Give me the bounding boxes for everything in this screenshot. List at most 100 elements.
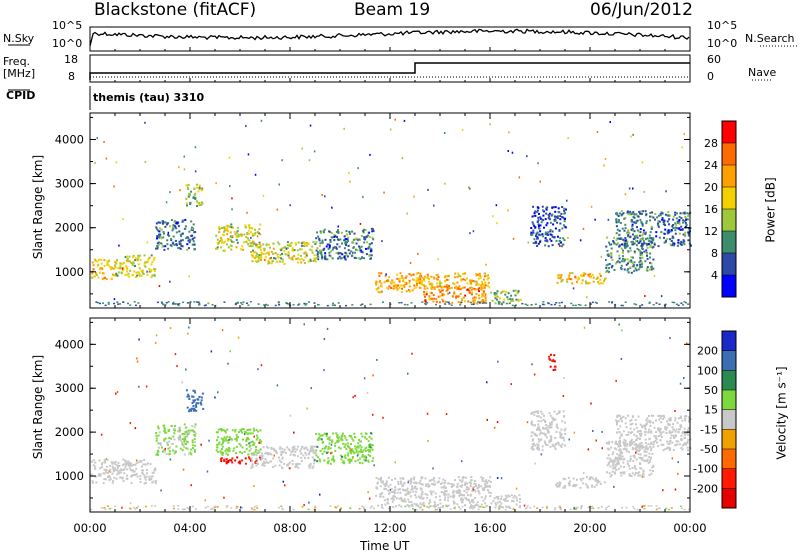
power-cell (546, 240, 549, 243)
velocity-cell (226, 435, 229, 438)
power-cell (635, 269, 638, 272)
velocity-cell (631, 416, 634, 418)
velocity-cell (342, 442, 345, 445)
velocity-cell (360, 448, 362, 451)
power-cell (474, 288, 477, 291)
velocity-cell (477, 484, 480, 486)
power-cell (666, 220, 669, 223)
power-cell (677, 239, 680, 242)
velocity-cell (642, 470, 645, 473)
power-cell (96, 260, 99, 263)
power-cell (580, 274, 583, 277)
power-cell (144, 161, 147, 163)
power-cell (406, 212, 408, 215)
velocity-cell (135, 507, 138, 509)
velocity-cell (544, 442, 547, 445)
velocity-cell (618, 414, 621, 417)
velocity-cell (154, 341, 157, 344)
velocity-cell (535, 434, 538, 437)
velocity-cell (534, 444, 537, 447)
velocity-cell (476, 501, 479, 504)
velocity-cell (653, 426, 656, 429)
power-cell (217, 241, 220, 244)
velocity-cell (412, 508, 415, 510)
power-cell (294, 242, 297, 245)
power-cell (262, 243, 265, 246)
power-cell (106, 260, 109, 263)
velocity-cell (394, 477, 397, 480)
velocity-cell (227, 459, 230, 462)
velocity-cell (652, 445, 655, 448)
velocity-cell (645, 444, 648, 447)
y-tick-label: 1000 (55, 265, 84, 279)
power-cell (688, 212, 690, 215)
velocity-cell (519, 498, 521, 500)
velocity-cell (680, 439, 683, 442)
velocity-cell (629, 443, 632, 445)
power-cell (650, 240, 653, 243)
power-cell (483, 287, 486, 290)
velocity-cell (461, 460, 463, 463)
power-cell (539, 224, 542, 227)
velocity-cell (624, 447, 627, 450)
velocity-cell (648, 452, 651, 455)
velocity-cell (116, 473, 119, 476)
velocity-cell (195, 402, 198, 405)
velocity-cell (550, 439, 553, 442)
power-cell (479, 274, 482, 277)
power-cell (321, 194, 323, 196)
power-cell (622, 238, 625, 241)
velocity-cell (642, 459, 645, 462)
power-cell (617, 215, 620, 217)
power-cell (139, 259, 142, 261)
velocity-cell (300, 456, 303, 459)
velocity-cell (231, 438, 234, 441)
velocity-cell (192, 389, 195, 392)
power-cell (536, 245, 539, 247)
power-cell (538, 212, 540, 215)
velocity-colorbar-swatch (722, 449, 736, 470)
velocity-cell (645, 460, 648, 462)
power-cell (649, 236, 652, 239)
velocity-cell (469, 485, 472, 488)
velocity-cell (638, 471, 641, 474)
power-cell (545, 207, 548, 210)
velocity-cell (180, 441, 183, 444)
velocity-cell (599, 483, 602, 485)
power-cell (464, 294, 467, 297)
velocity-cell (659, 417, 662, 420)
power-cell (538, 225, 540, 228)
velocity-cell (241, 459, 244, 462)
velocity-cell (542, 418, 545, 421)
velocity-cell (206, 505, 209, 508)
velocity-cell (426, 496, 429, 499)
velocity-cell (343, 455, 346, 458)
power-cell (554, 217, 557, 220)
velocity-cell (499, 506, 501, 508)
power-cell (482, 285, 485, 288)
power-cell (403, 119, 406, 122)
velocity-cell (204, 499, 207, 502)
velocity-cell (688, 508, 691, 511)
velocity-cell (678, 428, 680, 431)
velocity-cell (537, 420, 540, 423)
power-cell (675, 212, 678, 215)
power-cell (390, 282, 393, 285)
velocity-cell (372, 507, 375, 510)
velocity-cell (383, 483, 386, 486)
velocity-cell (157, 434, 160, 437)
velocity-cell (251, 463, 254, 466)
power-cell (624, 240, 627, 243)
velocity-cell (349, 443, 352, 445)
power-cell (230, 248, 233, 251)
power-cell (229, 185, 231, 188)
velocity-cell (582, 472, 585, 474)
power-cell (551, 206, 554, 209)
power-cell (337, 252, 340, 255)
velocity-cell (625, 448, 628, 451)
velocity-cell (484, 497, 487, 500)
velocity-cell (421, 497, 424, 500)
velocity-cell (332, 432, 335, 435)
power-cell (115, 262, 118, 265)
velocity-cell (621, 455, 624, 458)
